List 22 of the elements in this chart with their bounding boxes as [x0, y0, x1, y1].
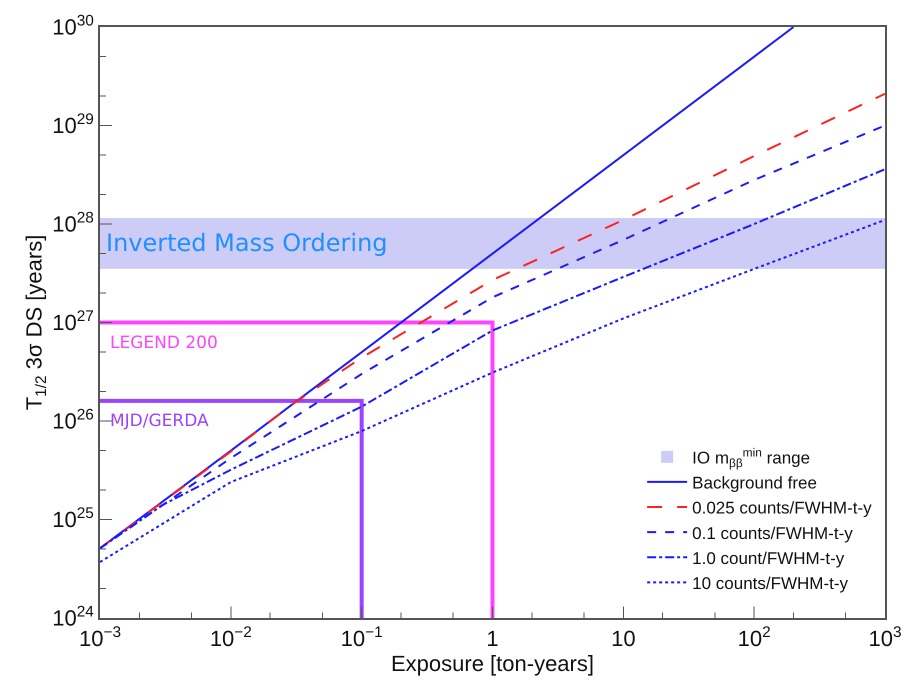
legend-label: 0.025 counts/FWHM-t-y [692, 498, 872, 518]
y-tick-label: 10$^{29}$ [52, 110, 94, 138]
x-tick-label: 10 [611, 626, 636, 652]
y-tick-label: 10$^{25}$ [52, 504, 94, 532]
legend-label: 10 counts/FWHM-t-y [692, 574, 849, 593]
legend-label: IO m$_{ββ}$$^{min}$ range [692, 445, 810, 470]
x-tick-label: 10$^{−2}$ [210, 624, 252, 652]
y-tick-label: 10$^{26}$ [52, 406, 94, 434]
legend-label: Background free [692, 474, 817, 493]
y-tick-label: 10$^{30}$ [52, 12, 94, 40]
x-tick-label: 10$^{−1}$ [340, 624, 383, 652]
annotation: LEGEND 200 [110, 333, 218, 353]
y-tick-label: 10$^{28}$ [52, 209, 94, 237]
x-tick-label: 1 [486, 626, 499, 652]
annotation: Inverted Mass Ordering [106, 229, 388, 257]
x-axis-title: Exposure [ton-years] [391, 651, 594, 676]
annotation: MJD/GERDA [110, 411, 210, 431]
legend-label: 1.0 count/FWHM-t-y [692, 548, 845, 568]
y-tick-label: 10$^{27}$ [52, 308, 94, 336]
legend-label: 0.1 counts/FWHM-t-y [692, 524, 854, 543]
x-tick-label: 10$^{3}$ [868, 624, 902, 652]
x-tick-label: 10$^{2}$ [738, 624, 771, 652]
